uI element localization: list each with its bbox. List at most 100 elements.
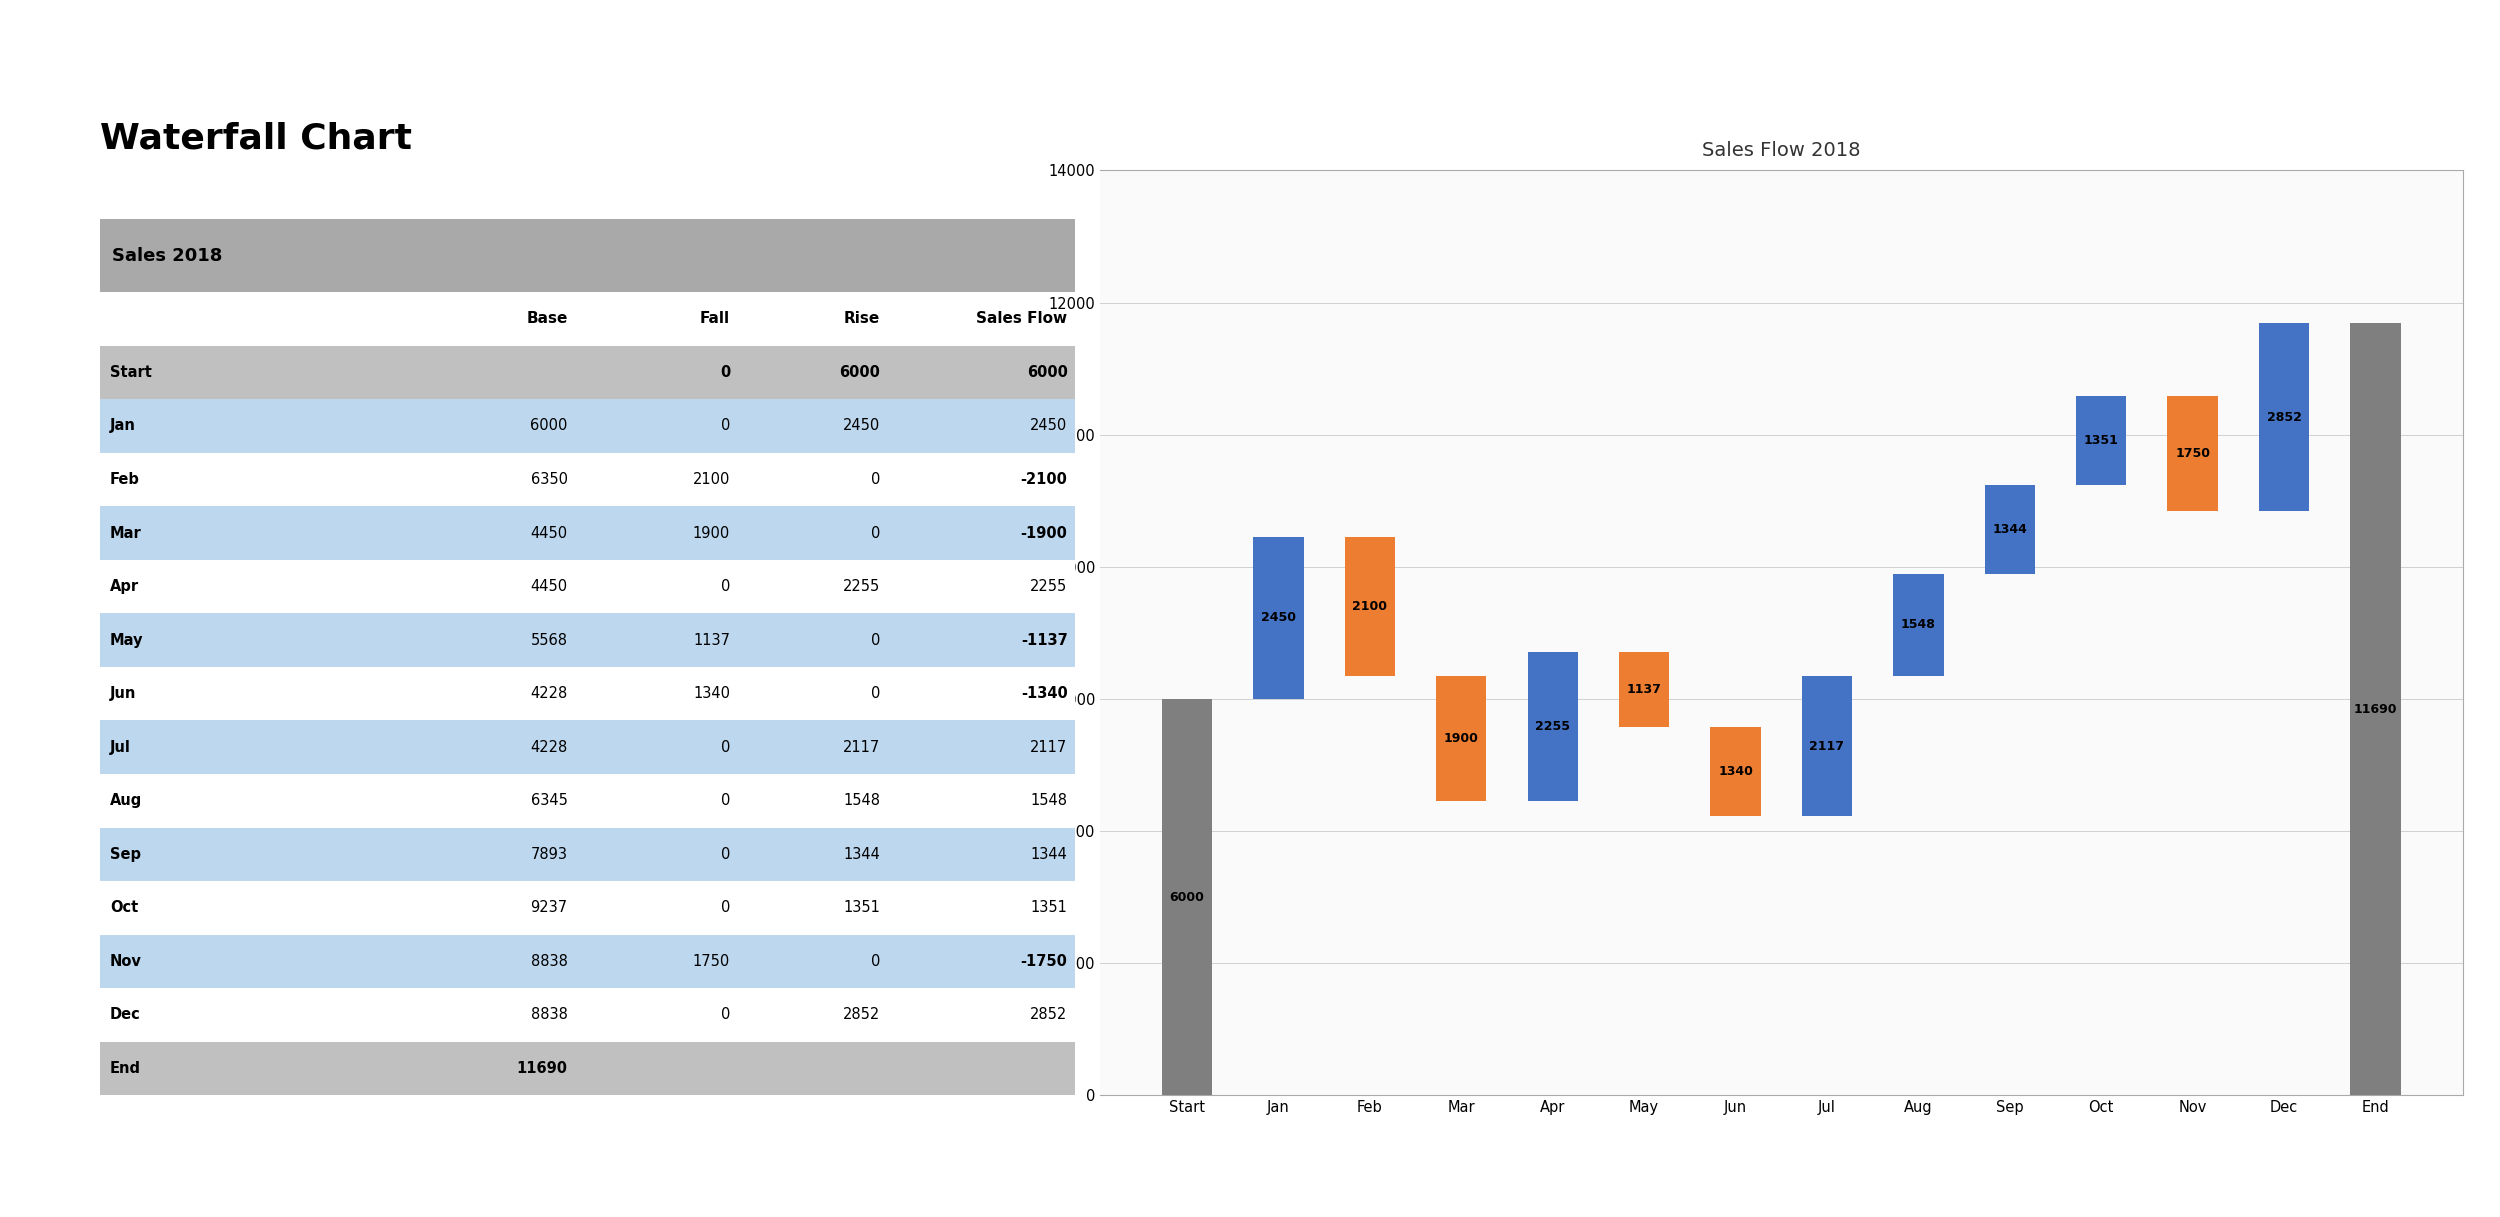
Bar bbox=[1892, 677, 1942, 1095]
Text: 5568: 5568 bbox=[530, 633, 568, 647]
Text: 2852: 2852 bbox=[2268, 410, 2302, 424]
Text: 4450: 4450 bbox=[530, 579, 568, 594]
Text: 0: 0 bbox=[870, 633, 880, 647]
Text: Base: Base bbox=[525, 312, 568, 326]
Text: 11690: 11690 bbox=[2352, 702, 2398, 716]
Text: 2450: 2450 bbox=[1260, 611, 1295, 624]
Text: Oct: Oct bbox=[110, 901, 138, 915]
Text: 1340: 1340 bbox=[1718, 765, 1752, 778]
Bar bbox=[2075, 396, 2128, 486]
Text: 0: 0 bbox=[720, 1008, 730, 1022]
Text: 1137: 1137 bbox=[693, 633, 730, 647]
Text: Sales Flow: Sales Flow bbox=[978, 312, 1068, 326]
Text: 1900: 1900 bbox=[1445, 733, 1478, 745]
Text: 11690: 11690 bbox=[518, 1061, 568, 1076]
Title: Sales Flow 2018: Sales Flow 2018 bbox=[1703, 141, 1860, 161]
Text: 1351: 1351 bbox=[842, 901, 880, 915]
Text: Aug: Aug bbox=[110, 793, 142, 808]
Bar bbox=[1435, 801, 1488, 1095]
Text: Start: Start bbox=[110, 365, 152, 380]
Text: 2117: 2117 bbox=[1030, 740, 1068, 755]
Text: 2255: 2255 bbox=[842, 579, 880, 594]
Text: 2255: 2255 bbox=[1535, 720, 1570, 734]
Bar bbox=[1802, 815, 1852, 1095]
Text: 2852: 2852 bbox=[1030, 1008, 1068, 1022]
Text: 8838: 8838 bbox=[530, 954, 568, 969]
Text: 2255: 2255 bbox=[1030, 579, 1068, 594]
Text: 6000: 6000 bbox=[1170, 891, 1205, 903]
Text: Jun: Jun bbox=[110, 686, 138, 701]
Bar bbox=[1528, 652, 1578, 801]
Text: Sales 2018: Sales 2018 bbox=[112, 247, 222, 264]
Text: 6000: 6000 bbox=[1028, 365, 1068, 380]
Text: 2450: 2450 bbox=[842, 419, 880, 433]
Bar bbox=[1620, 728, 1670, 1095]
Text: 4228: 4228 bbox=[530, 686, 568, 701]
Text: 1351: 1351 bbox=[1030, 901, 1068, 915]
Bar bbox=[1345, 537, 1395, 675]
Text: 1344: 1344 bbox=[1030, 847, 1068, 862]
Bar bbox=[1802, 677, 1852, 815]
Text: -1900: -1900 bbox=[1020, 526, 1068, 540]
Text: Mar: Mar bbox=[110, 526, 142, 540]
Text: -1750: -1750 bbox=[1020, 954, 1068, 969]
Text: Waterfall Chart: Waterfall Chart bbox=[100, 122, 412, 156]
Text: 1344: 1344 bbox=[1992, 523, 2028, 535]
Text: 0: 0 bbox=[870, 954, 880, 969]
Bar bbox=[2168, 511, 2218, 1095]
Text: Feb: Feb bbox=[110, 472, 140, 487]
Text: 0: 0 bbox=[870, 686, 880, 701]
Text: 1351: 1351 bbox=[2085, 434, 2118, 447]
Text: 2450: 2450 bbox=[1030, 419, 1068, 433]
Text: 1548: 1548 bbox=[1030, 793, 1068, 808]
Bar bbox=[1985, 574, 2035, 1095]
Text: 0: 0 bbox=[720, 901, 730, 915]
Text: 0: 0 bbox=[720, 579, 730, 594]
Text: End: End bbox=[110, 1061, 140, 1076]
Text: 1750: 1750 bbox=[2175, 447, 2210, 460]
Bar bbox=[1162, 699, 1212, 1095]
Bar bbox=[2168, 396, 2218, 511]
Text: Apr: Apr bbox=[110, 579, 140, 594]
Text: 4228: 4228 bbox=[530, 740, 568, 755]
Text: Sep: Sep bbox=[110, 847, 140, 862]
Text: Nov: Nov bbox=[110, 954, 142, 969]
Text: 6000: 6000 bbox=[530, 419, 568, 433]
Text: 2852: 2852 bbox=[842, 1008, 880, 1022]
Text: 6000: 6000 bbox=[840, 365, 880, 380]
Text: 2100: 2100 bbox=[1352, 600, 1388, 613]
Text: 0: 0 bbox=[720, 740, 730, 755]
Bar bbox=[1710, 728, 1760, 815]
Text: 1340: 1340 bbox=[693, 686, 730, 701]
Text: 1548: 1548 bbox=[1900, 618, 1935, 632]
Text: 2117: 2117 bbox=[842, 740, 880, 755]
Text: 2100: 2100 bbox=[693, 472, 730, 487]
Text: 1548: 1548 bbox=[842, 793, 880, 808]
Text: 2117: 2117 bbox=[1810, 740, 1845, 752]
Text: 1900: 1900 bbox=[693, 526, 730, 540]
Text: Jan: Jan bbox=[110, 419, 135, 433]
Text: -1340: -1340 bbox=[1020, 686, 1068, 701]
Bar bbox=[2260, 323, 2310, 511]
Bar bbox=[1252, 537, 1302, 699]
Bar bbox=[1892, 574, 1942, 677]
Text: 0: 0 bbox=[720, 793, 730, 808]
Text: 0: 0 bbox=[870, 472, 880, 487]
Text: Rise: Rise bbox=[845, 312, 880, 326]
Text: 0: 0 bbox=[870, 526, 880, 540]
Text: 1137: 1137 bbox=[1628, 684, 1662, 696]
Bar bbox=[2260, 511, 2310, 1095]
Bar bbox=[1710, 815, 1760, 1095]
Text: -2100: -2100 bbox=[1020, 472, 1068, 487]
Text: 8838: 8838 bbox=[530, 1008, 568, 1022]
Bar bbox=[1435, 675, 1488, 801]
Text: 0: 0 bbox=[720, 365, 730, 380]
Text: May: May bbox=[110, 633, 142, 647]
Text: 1750: 1750 bbox=[693, 954, 730, 969]
Text: 4450: 4450 bbox=[530, 526, 568, 540]
Text: 9237: 9237 bbox=[530, 901, 568, 915]
Bar bbox=[2350, 323, 2400, 1095]
Bar bbox=[1528, 801, 1578, 1095]
Bar bbox=[1252, 699, 1302, 1095]
Text: Fall: Fall bbox=[700, 312, 730, 326]
